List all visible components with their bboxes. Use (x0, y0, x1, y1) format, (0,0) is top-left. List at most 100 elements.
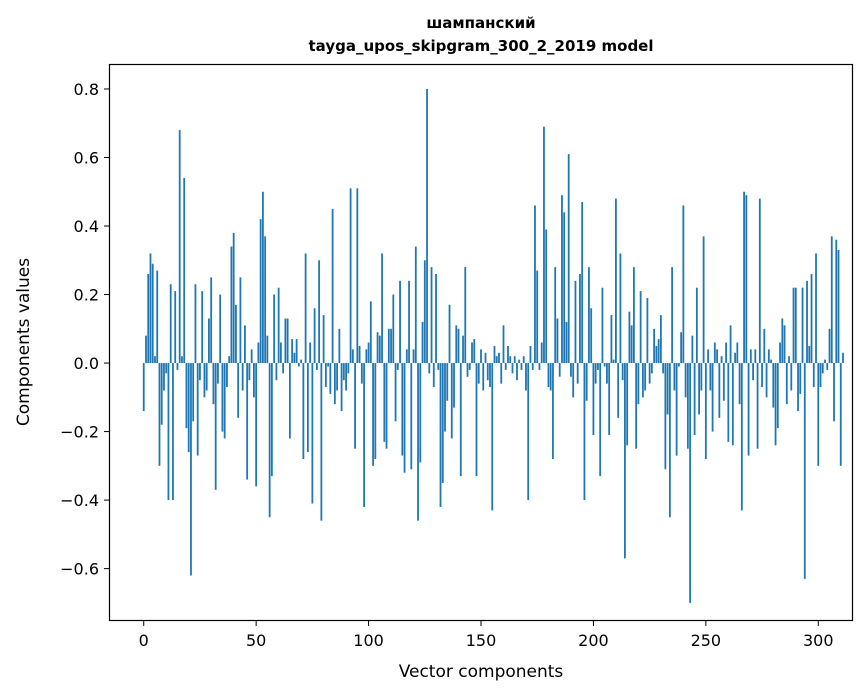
bar (255, 363, 258, 487)
bar (808, 345, 811, 364)
bar (738, 363, 741, 405)
bar (592, 363, 595, 435)
bar (774, 363, 777, 446)
y-tick-label: 0.2 (74, 286, 99, 305)
y-tick-label: 0.8 (74, 80, 99, 99)
bar (668, 363, 671, 518)
bar (704, 363, 707, 459)
bar (826, 363, 829, 370)
bar (417, 363, 419, 521)
bar (279, 342, 282, 364)
bar (300, 359, 303, 364)
bar (338, 328, 341, 364)
bar (700, 363, 703, 391)
bar (484, 352, 487, 364)
bar (745, 195, 748, 364)
bar (275, 363, 278, 381)
bar (608, 363, 611, 435)
bar (797, 363, 799, 412)
bar (257, 342, 260, 364)
bar (253, 363, 255, 398)
x-tick-label: 100 (353, 631, 384, 650)
bar (239, 277, 242, 364)
y-tick-label: −0.2 (60, 423, 99, 442)
bar (264, 236, 267, 364)
bar (482, 363, 485, 391)
bar (599, 363, 602, 477)
y-tick-label: 0.6 (74, 149, 99, 168)
bar (354, 363, 356, 449)
bar (570, 363, 572, 377)
bar (163, 363, 165, 391)
bar (473, 339, 476, 364)
bar (709, 363, 712, 391)
bar (390, 328, 392, 364)
bar (579, 273, 581, 364)
bar (621, 363, 624, 381)
bar (408, 280, 410, 364)
bar (498, 352, 500, 364)
bar (603, 363, 606, 367)
bar (226, 363, 228, 388)
bar (297, 363, 300, 367)
bar (725, 342, 727, 364)
bar (214, 363, 217, 490)
bar (671, 267, 674, 364)
bar (318, 260, 321, 364)
bar (682, 205, 685, 364)
bar (167, 363, 170, 501)
bar (549, 363, 552, 391)
bar (707, 349, 709, 364)
bar (718, 363, 721, 418)
bar (779, 342, 781, 364)
plot-frame (108, 63, 854, 622)
chart-title: шампанский (426, 14, 535, 32)
bar (516, 363, 518, 381)
bar (842, 352, 844, 364)
bar (221, 363, 224, 432)
bar (531, 363, 534, 370)
bar (219, 294, 222, 364)
bar (387, 328, 390, 364)
bar (783, 325, 786, 364)
bar (727, 363, 730, 442)
bar (439, 363, 442, 507)
bar (518, 359, 521, 364)
bar (606, 363, 608, 384)
bar (194, 284, 197, 364)
bar (790, 363, 793, 391)
bar (178, 130, 181, 364)
bar (306, 363, 309, 453)
bar (594, 363, 597, 384)
bar (558, 363, 561, 377)
bar (464, 267, 467, 364)
bar (525, 363, 527, 391)
bar (223, 363, 226, 439)
bar (689, 363, 692, 603)
bar (563, 212, 566, 364)
bar (396, 363, 399, 370)
bar (752, 363, 754, 381)
bar (331, 208, 334, 364)
bar (441, 363, 444, 483)
bar (414, 246, 417, 364)
bar (262, 191, 264, 364)
bar (776, 363, 779, 429)
bar (711, 363, 714, 432)
bar (561, 195, 563, 364)
bar (385, 363, 388, 449)
bar (196, 363, 199, 456)
bar (333, 363, 336, 405)
bar (230, 246, 233, 364)
bar (673, 363, 676, 391)
bar (734, 352, 736, 364)
bar (837, 250, 840, 364)
bar (702, 236, 705, 364)
bar (324, 363, 327, 388)
bar (504, 363, 507, 370)
bar (410, 363, 413, 470)
bar (228, 356, 231, 364)
bar (601, 287, 604, 364)
bar (383, 363, 386, 442)
